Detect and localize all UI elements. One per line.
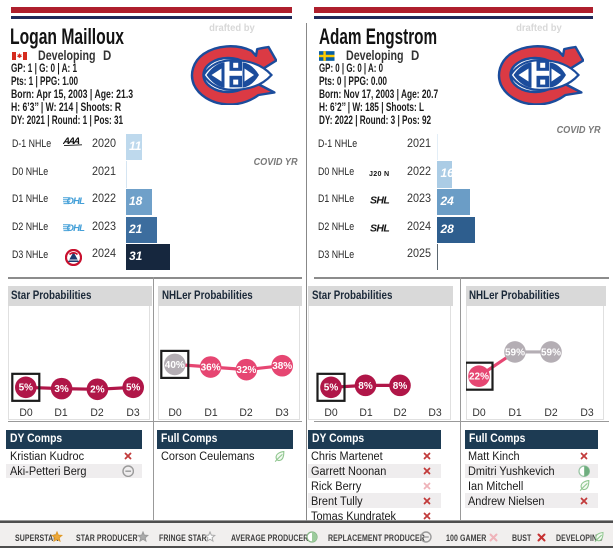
svg-text:AAA: AAA [63, 136, 81, 147]
svg-text:8%: 8% [358, 381, 373, 392]
svg-text:8%: 8% [393, 381, 408, 392]
svg-text:59%: 59% [541, 347, 561, 358]
svg-text:SHL: SHL [370, 222, 389, 234]
svg-text:5%: 5% [18, 383, 33, 394]
svg-text:SHL: SHL [370, 195, 389, 207]
svg-text:32%: 32% [236, 365, 256, 376]
svg-text:40%: 40% [165, 360, 185, 371]
svg-text:OHL: OHL [66, 223, 85, 234]
svg-text:38%: 38% [272, 361, 292, 372]
svg-text:OHL: OHL [66, 196, 85, 207]
svg-text:5%: 5% [324, 383, 339, 394]
svg-text:22%: 22% [469, 372, 489, 383]
svg-text:3%: 3% [54, 384, 69, 395]
svg-text:5%: 5% [126, 383, 141, 394]
svg-text:36%: 36% [201, 362, 221, 373]
svg-text:2%: 2% [90, 385, 105, 396]
svg-text:59%: 59% [505, 347, 525, 358]
